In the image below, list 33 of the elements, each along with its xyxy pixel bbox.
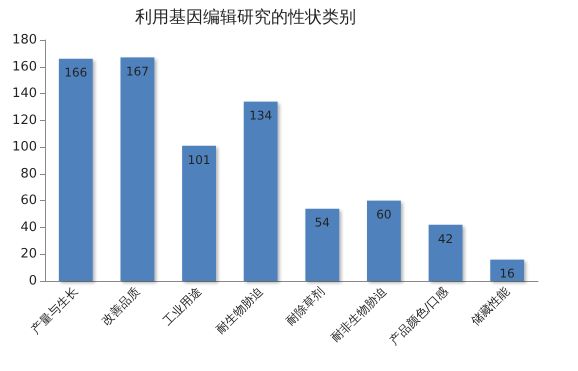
x-tick-label: 耐生物胁迫 — [213, 284, 266, 336]
y-tick-label: 120 — [12, 112, 37, 128]
y-tick-label: 140 — [12, 86, 37, 102]
y-tick-label: 20 — [20, 246, 37, 262]
y-tick-label: 180 — [12, 32, 37, 48]
bar — [428, 224, 463, 281]
bar — [58, 58, 93, 281]
chart-title: 利用基因编辑研究的性状类别 — [135, 8, 356, 28]
data-label: 60 — [376, 208, 392, 222]
x-tick-label: 耐非生物胁迫 — [328, 284, 389, 345]
bar — [366, 200, 401, 281]
bar — [490, 260, 524, 281]
data-label: 134 — [249, 108, 272, 123]
bar — [244, 102, 278, 281]
x-tick-label: 改善品质 — [98, 284, 142, 328]
x-tick-label: 储藏性能 — [468, 284, 512, 328]
bar — [305, 208, 340, 281]
x-tick-label: 工业用途 — [160, 284, 204, 328]
y-tick-label: 80 — [20, 166, 37, 182]
data-label: 166 — [64, 66, 88, 80]
bar — [120, 57, 154, 281]
y-tick-label: 160 — [12, 59, 37, 74]
data-label: 167 — [126, 64, 149, 78]
y-tick-label: 60 — [20, 193, 37, 208]
bar — [182, 146, 216, 281]
x-tick-label: 耐除草剂 — [283, 284, 328, 328]
data-label: 42 — [438, 232, 454, 246]
data-label: 16 — [500, 266, 515, 281]
data-label: 54 — [314, 216, 330, 230]
data-label: 101 — [188, 152, 211, 167]
y-tick-label: 40 — [20, 220, 37, 235]
x-tick-label: 产品颜色/口感 — [386, 284, 451, 348]
y-tick-label: 100 — [12, 140, 37, 155]
